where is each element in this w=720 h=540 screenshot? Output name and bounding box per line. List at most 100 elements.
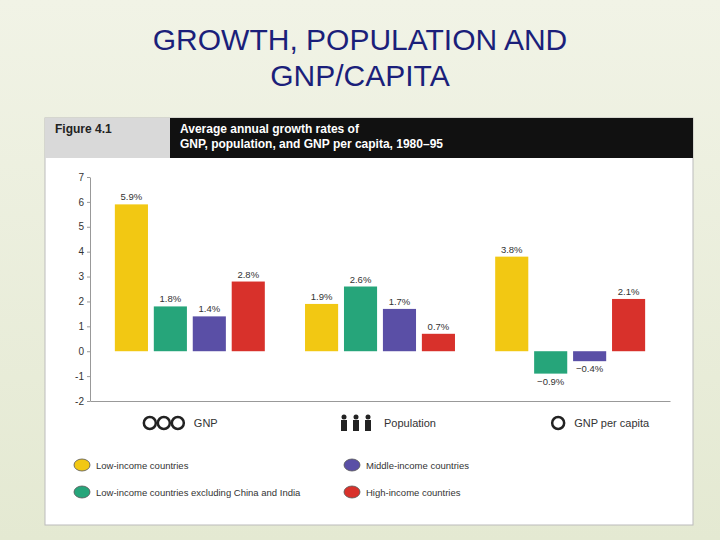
coin-icon [552, 417, 564, 429]
legend-label: High-income countries [366, 487, 461, 498]
category-icon [552, 417, 564, 429]
chart-svg: Figure 4.1 Average annual growth rates of… [0, 0, 720, 540]
y-axis-line [90, 178, 91, 402]
y-tick-label: 7 [78, 172, 84, 183]
y-tick-label: 2 [78, 296, 84, 307]
person-body [353, 420, 359, 431]
y-tick-label: 5 [78, 221, 84, 232]
data-label: −0.9% [537, 376, 565, 387]
y-tick-mark [87, 277, 90, 278]
person-body [341, 420, 347, 431]
y-tick: -2 [75, 396, 90, 407]
bar [422, 334, 455, 351]
data-labels: 5.9% 1.9% 3.8% 1.8% 2.6% −0.9% 1.4% 1.7% −0.4% 2.… [121, 191, 640, 386]
legend-label: Middle-income countries [366, 460, 469, 471]
bar [495, 257, 528, 352]
bar [232, 282, 265, 352]
y-tick-mark [87, 376, 90, 377]
data-label: 1.7% [389, 296, 411, 307]
coin-icon [144, 417, 156, 429]
y-tick: 1 [78, 321, 90, 332]
bars [115, 204, 645, 373]
y-tick-mark [87, 301, 90, 302]
bar [154, 306, 187, 351]
data-label: 2.6% [350, 274, 372, 285]
figure-label: Figure 4.1 [55, 122, 112, 136]
coin-icon [172, 417, 184, 429]
figure-label-box [45, 118, 170, 158]
category-icon [341, 415, 371, 432]
data-label: 2.8% [237, 269, 259, 280]
person-head [354, 415, 359, 420]
y-tick-label: 1 [78, 321, 84, 332]
y-tick: 5 [78, 221, 90, 232]
y-tick-label: 6 [78, 197, 84, 208]
bar [383, 309, 416, 351]
bar [305, 304, 338, 351]
y-tick-mark [87, 326, 90, 327]
bar [193, 316, 226, 351]
bar [573, 351, 606, 361]
x-tick-label: GNP per capita [574, 417, 650, 429]
legend-item: Low-income countries excluding China and… [74, 486, 301, 498]
category-icon [144, 417, 184, 429]
x-tick: GNP per capita [552, 417, 650, 429]
bar [115, 204, 148, 351]
data-label: 1.9% [311, 291, 333, 302]
y-tick-label: -2 [75, 396, 84, 407]
y-tick-label: 3 [78, 271, 84, 282]
x-axis: GNP Population GNP per capita [91, 402, 671, 432]
y-tick-mark [87, 351, 90, 352]
bar [612, 299, 645, 351]
y-tick: 2 [78, 296, 90, 307]
legend: Low-income countries Low-income countries… [74, 459, 469, 498]
person-body [365, 420, 371, 431]
y-tick-mark [87, 202, 90, 203]
legend-swatch [74, 459, 90, 471]
chart-title: Average annual growth rates ofGNP, popul… [180, 122, 443, 151]
legend-item: Low-income countries [74, 459, 189, 471]
x-tick: Population [341, 415, 436, 432]
y-tick-mark [87, 252, 90, 253]
y-axis: -2 -1 0 1 2 3 4 5 6 7 [75, 172, 90, 407]
legend-label: Low-income countries [96, 460, 189, 471]
chart-title-line: Average annual growth rates of [180, 122, 360, 136]
slide-title: GROWTH, POPULATION AND GNP/CAPITA [130, 22, 590, 94]
data-label: 0.7% [428, 321, 450, 332]
data-label: 3.8% [501, 244, 523, 255]
chart-title-line: GNP, population, and GNP per capita, 198… [180, 137, 443, 151]
person-head [366, 415, 371, 420]
y-tick-label: 0 [78, 346, 84, 357]
person-head [342, 415, 347, 420]
y-tick-label: -1 [75, 371, 84, 382]
figure-panel [45, 118, 693, 525]
data-label: 5.9% [121, 191, 143, 202]
y-tick: -1 [75, 371, 90, 382]
x-axis-line [91, 401, 671, 402]
data-label: 2.1% [618, 286, 640, 297]
data-label: −0.4% [576, 363, 604, 374]
legend-swatch [344, 459, 360, 471]
x-tick: GNP [144, 417, 218, 429]
y-tick: 3 [78, 271, 90, 282]
bar [344, 287, 377, 352]
bar [534, 351, 567, 373]
legend-label: Low-income countries excluding China and… [96, 487, 301, 498]
data-label: 1.4% [198, 303, 220, 314]
legend-swatch [74, 486, 90, 498]
figure-header [170, 118, 693, 158]
x-tick-label: GNP [194, 417, 218, 429]
y-tick-mark [87, 227, 90, 228]
legend-item: Middle-income countries [344, 459, 469, 471]
y-tick-mark [87, 401, 90, 402]
x-tick-label: Population [384, 417, 436, 429]
legend-swatch [344, 486, 360, 498]
y-tick: 4 [78, 246, 90, 257]
y-tick: 7 [78, 172, 90, 183]
y-tick: 6 [78, 197, 90, 208]
data-label: 1.8% [160, 293, 182, 304]
y-tick-mark [87, 177, 90, 178]
legend-item: High-income countries [344, 486, 461, 498]
coin-icon [158, 417, 170, 429]
y-tick-label: 4 [78, 246, 84, 257]
